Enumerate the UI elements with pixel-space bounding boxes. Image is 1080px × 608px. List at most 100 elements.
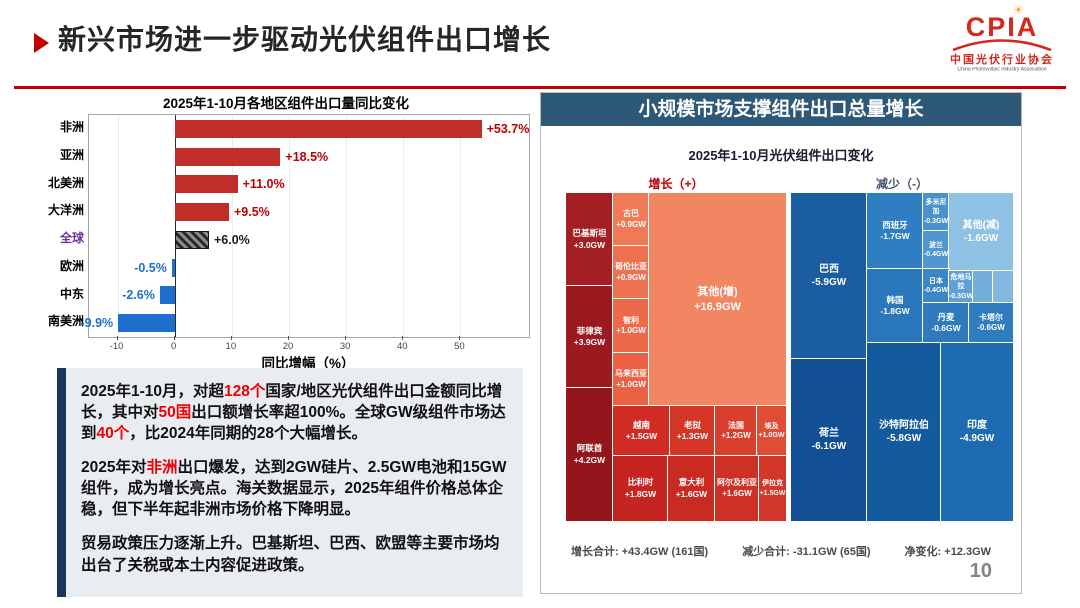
treemap-cell-value: +1.3GW [676, 431, 709, 441]
treemap-cell-name: 其他(减) [962, 220, 1000, 231]
panel-header-highlight: 小规模市场 [638, 99, 734, 120]
tick-mark [459, 336, 461, 340]
category-label: 亚洲 [59, 147, 84, 162]
logo-arc [952, 39, 1052, 51]
bar-chart-plot-area: +53.7% +18.5% +11.0% +9.5% +6.0% -0.5% -2.6% -9… [80, 114, 530, 338]
treemap-cell-value: -0.4GW [923, 251, 949, 258]
treemap-cell: 波兰 -0.4GW [923, 231, 949, 269]
treemap-cell-value: -6.1GW [811, 441, 847, 452]
treemap-cell-value: -0.6GW [977, 323, 1005, 332]
treemap-cell-name: 巴基斯坦 [572, 228, 607, 239]
gridline [231, 115, 233, 337]
treemap-cell-name: 韩国 [886, 294, 904, 305]
treemap-cell: 西班牙 -1.7GW [867, 193, 923, 269]
treemap-cell-value: +0.9GW [616, 219, 646, 229]
category-label: 全球 [59, 231, 84, 245]
treemap-cell-value: -1.8GW [880, 306, 910, 316]
treemap-cell-name: 老挝 [683, 419, 701, 430]
treemap-cell-value: +16.9GW [694, 300, 741, 313]
treemap-cell-name: 卡塔尔 [979, 312, 1003, 322]
title-divider [14, 86, 1066, 89]
treemap-cell-name: 意大利 [678, 477, 705, 488]
treemap-cell: 日本 -0.4GW [923, 269, 949, 303]
info-paragraphs: 2025年1-10月，对超128个国家/地区光伏组件出口金额同比增长，其中对50… [81, 381, 509, 576]
treemap-cell-name: 比利时 [627, 477, 654, 488]
text-run: 国家/地区光伏组件出口金额同比增长，其中对 [81, 383, 503, 422]
info-paragraph: 贸易政策压力逐渐上升。巴基斯坦、巴西、欧盟等主要市场均出台了关税或本土内容促进政… [81, 533, 509, 575]
treemap-summary: 增长合计: +43.4GW (161国) 减少合计: -31.1GW (65国) 净… [541, 543, 1021, 559]
category-label: 欧洲 [59, 258, 84, 273]
highlighted-text: 50国 [158, 404, 192, 422]
tick-mark [288, 336, 289, 340]
treemap-cell: 哥伦比亚 +0.9GW [613, 246, 649, 299]
tick-mark [402, 336, 404, 340]
treemap-cell: 其他(增) +16.9GW [649, 193, 786, 406]
text-run: 出口额增长率超100%。全球GW级组件市场达到 [81, 404, 506, 443]
treemap-cell-name: 巴西 [819, 264, 839, 275]
treemap-cell: 巴基斯坦 +3.0GW [566, 193, 613, 286]
treemap-cell-value: +0.9GW [616, 272, 646, 282]
bar [174, 203, 229, 222]
treemap-cell: 越南 +1.5GW [613, 406, 670, 456]
tick-label: -10 [109, 341, 124, 352]
gridline [117, 115, 119, 337]
summary-item: 净变化: +12.3GW [904, 546, 992, 558]
bar-chart-category-axis: 非洲 亚洲 北美洲 大洋洲 全球 欧洲 中东 南美洲 [40, 114, 84, 336]
bar-value-label: -2.6% [122, 288, 155, 303]
treemap-cell [973, 271, 993, 303]
treemap-cell: 马来西亚 +1.0GW [613, 353, 649, 406]
summary-item: 减少合计: -31.1GW (65国) [742, 546, 871, 558]
treemap-cell: 韩国 -1.8GW [867, 269, 923, 343]
gridline [403, 115, 405, 337]
tick-mark [116, 336, 118, 340]
bar-chart-x-axis: -10 0 10 20 30 40 50 [88, 336, 528, 352]
summary-item: 增长合计: +43.4GW (161国) [570, 546, 709, 558]
tick-label: 30 [339, 341, 351, 352]
tick-mark [230, 336, 232, 340]
treemap-cell-name: 其他(增) [697, 286, 738, 299]
treemap-cell-name: 阿尔及利亚 [717, 478, 757, 488]
treemap-cell-value: +4.2GW [573, 454, 606, 465]
treemap-cell: 阿尔及利亚 +1.6GW [715, 456, 759, 521]
treemap-cell-value: +1.8GW [624, 488, 657, 499]
treemap-cell-value: +3.0GW [573, 239, 606, 250]
category-label: 非洲 [59, 120, 84, 134]
treemap-cell-value: +1.2GW [721, 431, 751, 440]
bar-value-label: +6.0% [214, 232, 250, 247]
text-run: 出口爆发，达到2GW硅片、2.5GW电池和15GW组件，成为增长亮点。海关数据显… [81, 459, 507, 519]
treemap-cell-value: -5.9GW [811, 277, 847, 288]
treemap-cell-name: 多米尼加 [925, 199, 947, 216]
treemap-cell: 巴西 -5.9GW [791, 193, 867, 359]
treemap-cell: 菲律宾 +3.9GW [566, 286, 613, 388]
treemap-cell: 意大利 +1.6GW [668, 456, 715, 521]
treemap-cell-value: -1.6GW [963, 233, 999, 244]
decrease-group-label: 减少（-） [876, 177, 928, 191]
cpia-logo: ☀ CPIA 中国光伏行业协会 China Photovoltaic Indus… [942, 3, 1062, 84]
bar [171, 258, 175, 277]
bar-value-label: -9.9% [80, 316, 114, 331]
treemap-cell: 荷兰 -6.1GW [791, 359, 867, 521]
treemap-title: 2025年1-10月光伏组件出口变化 [688, 148, 874, 163]
text-run: ，比2024年同期的28个大幅增长。 [129, 425, 367, 443]
treemap-cell-value: +3.9GW [573, 337, 606, 347]
page-number: 10 [969, 560, 992, 582]
highlighted-text: 40个 [96, 425, 130, 443]
treemap-cell-name: 法国 [728, 420, 744, 430]
treemap-cell-name: 越南 [632, 419, 650, 430]
category-label: 北美洲 [47, 175, 84, 190]
treemap-cell: 老挝 +1.3GW [670, 406, 715, 456]
highlighted-text: 非洲 [146, 459, 178, 477]
category-label: 南美洲 [47, 314, 84, 329]
treemap-cell: 沙特阿拉伯 -5.8GW [867, 343, 941, 521]
treemap-cell-value: +1.6GW [675, 488, 708, 499]
gridline [346, 115, 348, 337]
increase-group-label: 增长（+） [648, 177, 704, 191]
bar-value-label: +11.0% [242, 177, 285, 192]
treemap-cell-name: 菲律宾 [576, 325, 603, 336]
treemap-cell: 其他(减) -1.6GW [949, 193, 1013, 271]
treemap-cell-name: 智利 [623, 315, 639, 325]
zero-axis-line [174, 115, 177, 337]
treemap-cell-name: 荷兰 [819, 428, 839, 439]
treemap-cell: 古巴 +0.9GW [613, 193, 649, 246]
info-box: 2025年1-10月，对超128个国家/地区光伏组件出口金额同比增长，其中对50… [57, 368, 523, 597]
